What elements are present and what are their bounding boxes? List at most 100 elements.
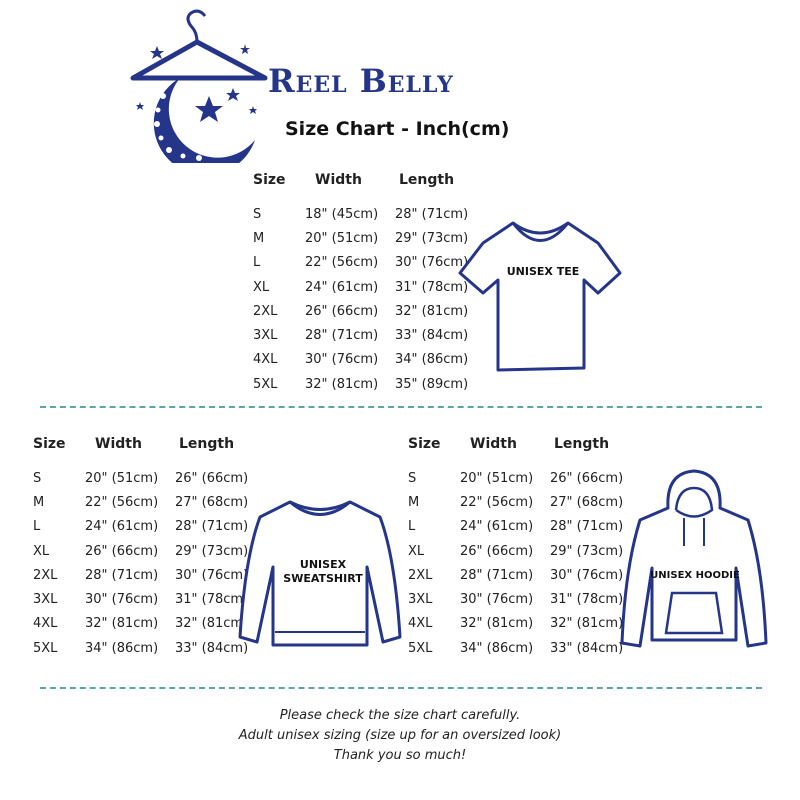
size-cell: 3XL [408, 592, 433, 608]
table-row: 4XL 32" (81cm) 32" (81cm) [408, 612, 623, 636]
width-cell: 24" (61cm) [305, 279, 379, 295]
header-size: Size [33, 436, 66, 452]
width-cell: 34" (86cm) [460, 640, 534, 656]
sweatshirt-size-table: Size Width Length S 20" (51cm) 26" (66cm) M 22"… [33, 436, 248, 660]
size-cell: L [253, 255, 261, 271]
length-cell: 31" (78cm) [550, 592, 624, 608]
width-cell: 24" (61cm) [85, 519, 159, 535]
length-cell: 30" (76cm) [550, 567, 624, 583]
header-length-text: Length [399, 172, 455, 188]
length-cell: 34" (86cm) [395, 352, 469, 368]
sweatshirt-icon [238, 500, 402, 647]
width-cell: 28" (71cm) [460, 567, 534, 583]
width-cell: 26" (66cm) [305, 303, 379, 319]
length-cell: 32" (81cm) [175, 616, 249, 632]
header-length: Length [175, 436, 248, 466]
size-cell: 4XL [408, 616, 433, 632]
size-cell: 3XL [253, 328, 278, 344]
size-cell: 4XL [253, 352, 278, 368]
size-cell: M [408, 494, 420, 510]
length-cell: 26" (66cm) [550, 470, 624, 486]
width-cell: 32" (81cm) [460, 616, 534, 632]
size-cell: 2XL [253, 303, 278, 319]
size-cell: 4XL [33, 616, 58, 632]
header-length-text: Length [554, 436, 610, 452]
width-cell: 20" (51cm) [305, 230, 379, 246]
width-cell: 26" (66cm) [85, 543, 159, 559]
size-cell: 2XL [33, 567, 58, 583]
length-cell: 35" (89cm) [395, 376, 469, 392]
table-row: S 18" (45cm) 28" (71cm) [253, 202, 468, 226]
table-row: XL 24" (61cm) 31" (78cm) [253, 275, 468, 299]
length-cell: 30" (76cm) [175, 567, 249, 583]
width-cell: 20" (51cm) [85, 470, 159, 486]
size-cell: L [408, 519, 416, 535]
table-row: S 20" (51cm) 26" (66cm) [408, 466, 623, 490]
footer-line-2: Adult unisex sizing (size up for an over… [238, 728, 562, 743]
width-cell: 26" (66cm) [460, 543, 534, 559]
table-row: XL 26" (66cm) 29" (73cm) [33, 539, 248, 563]
length-cell: 32" (81cm) [395, 303, 469, 319]
table-row: M 20" (51cm) 29" (73cm) [253, 226, 468, 250]
length-cell: 29" (73cm) [550, 543, 624, 559]
width-cell: 28" (71cm) [85, 567, 159, 583]
size-cell: S [33, 470, 42, 486]
width-cell: 24" (61cm) [460, 519, 534, 535]
table-row: 3XL 28" (71cm) 33" (84cm) [253, 323, 468, 347]
table-row: S 20" (51cm) 26" (66cm) [33, 466, 248, 490]
hoodie-icon [620, 469, 768, 648]
header-length: Length [395, 172, 468, 202]
width-cell: 32" (81cm) [305, 376, 379, 392]
size-cell: 5XL [408, 640, 433, 656]
width-cell: 22" (56cm) [85, 494, 159, 510]
page-title: Size Chart - Inch(cm) [285, 118, 510, 140]
length-cell: 32" (81cm) [550, 616, 624, 632]
size-cell: L [33, 519, 41, 535]
size-cell: XL [33, 543, 50, 559]
footer-line-1: Please check the size chart carefully. [279, 708, 521, 723]
length-cell: 31" (78cm) [395, 279, 469, 295]
length-cell: 29" (73cm) [175, 543, 249, 559]
table-row: 3XL 30" (76cm) 31" (78cm) [33, 587, 248, 611]
table-row: 4XL 32" (81cm) 32" (81cm) [33, 612, 248, 636]
table-row: 2XL 28" (71cm) 30" (76cm) [408, 563, 623, 587]
length-cell: 31" (78cm) [175, 592, 249, 608]
length-cell: 27" (68cm) [175, 494, 249, 510]
table-row: 2XL 26" (66cm) 32" (81cm) [253, 299, 468, 323]
length-cell: 33" (84cm) [175, 640, 249, 656]
width-cell: 34" (86cm) [85, 640, 159, 656]
hanger-moon-logo-icon [130, 9, 268, 163]
length-cell: 28" (71cm) [550, 519, 624, 535]
sweatshirt-label-line2: SWEATSHIRT [283, 572, 363, 585]
table-row: 5XL 34" (86cm) 33" (84cm) [33, 636, 248, 660]
table-row: M 22" (56cm) 27" (68cm) [408, 490, 623, 514]
length-cell: 29" (73cm) [395, 230, 469, 246]
tee-label: UNISEX TEE [506, 265, 580, 278]
size-cell: S [253, 206, 262, 222]
size-cell: S [408, 470, 417, 486]
table-row: L 22" (56cm) 30" (76cm) [253, 251, 468, 275]
table-row: 3XL 30" (76cm) 31" (78cm) [408, 587, 623, 611]
length-cell: 33" (84cm) [395, 328, 469, 344]
brand-name: Reel Belly [268, 62, 454, 100]
table-row: M 22" (56cm) 27" (68cm) [33, 490, 248, 514]
tee-shirt-icon [458, 221, 622, 372]
width-cell: 22" (56cm) [460, 494, 534, 510]
size-cell: 5XL [253, 376, 278, 392]
header-width: Width [470, 436, 517, 452]
width-cell: 30" (76cm) [460, 592, 534, 608]
table-header-row: Size Width Length [33, 436, 248, 466]
length-cell: 33" (84cm) [550, 640, 624, 656]
table-row: L 24" (61cm) 28" (71cm) [33, 515, 248, 539]
width-cell: 28" (71cm) [305, 328, 379, 344]
width-cell: 20" (51cm) [460, 470, 534, 486]
table-row: 4XL 30" (76cm) 34" (86cm) [253, 348, 468, 372]
hoodie-size-table: Size Width Length S 20" (51cm) 26" (66cm) M 22"… [408, 436, 623, 660]
sweatshirt-label-line1: UNISEX [299, 558, 347, 571]
divider [40, 406, 762, 408]
width-cell: 32" (81cm) [85, 616, 159, 632]
tee-size-table: Size Width Length S 18" (45cm) 28" (71cm) M 20"… [253, 172, 468, 396]
divider [40, 687, 762, 689]
length-cell: 28" (71cm) [175, 519, 249, 535]
